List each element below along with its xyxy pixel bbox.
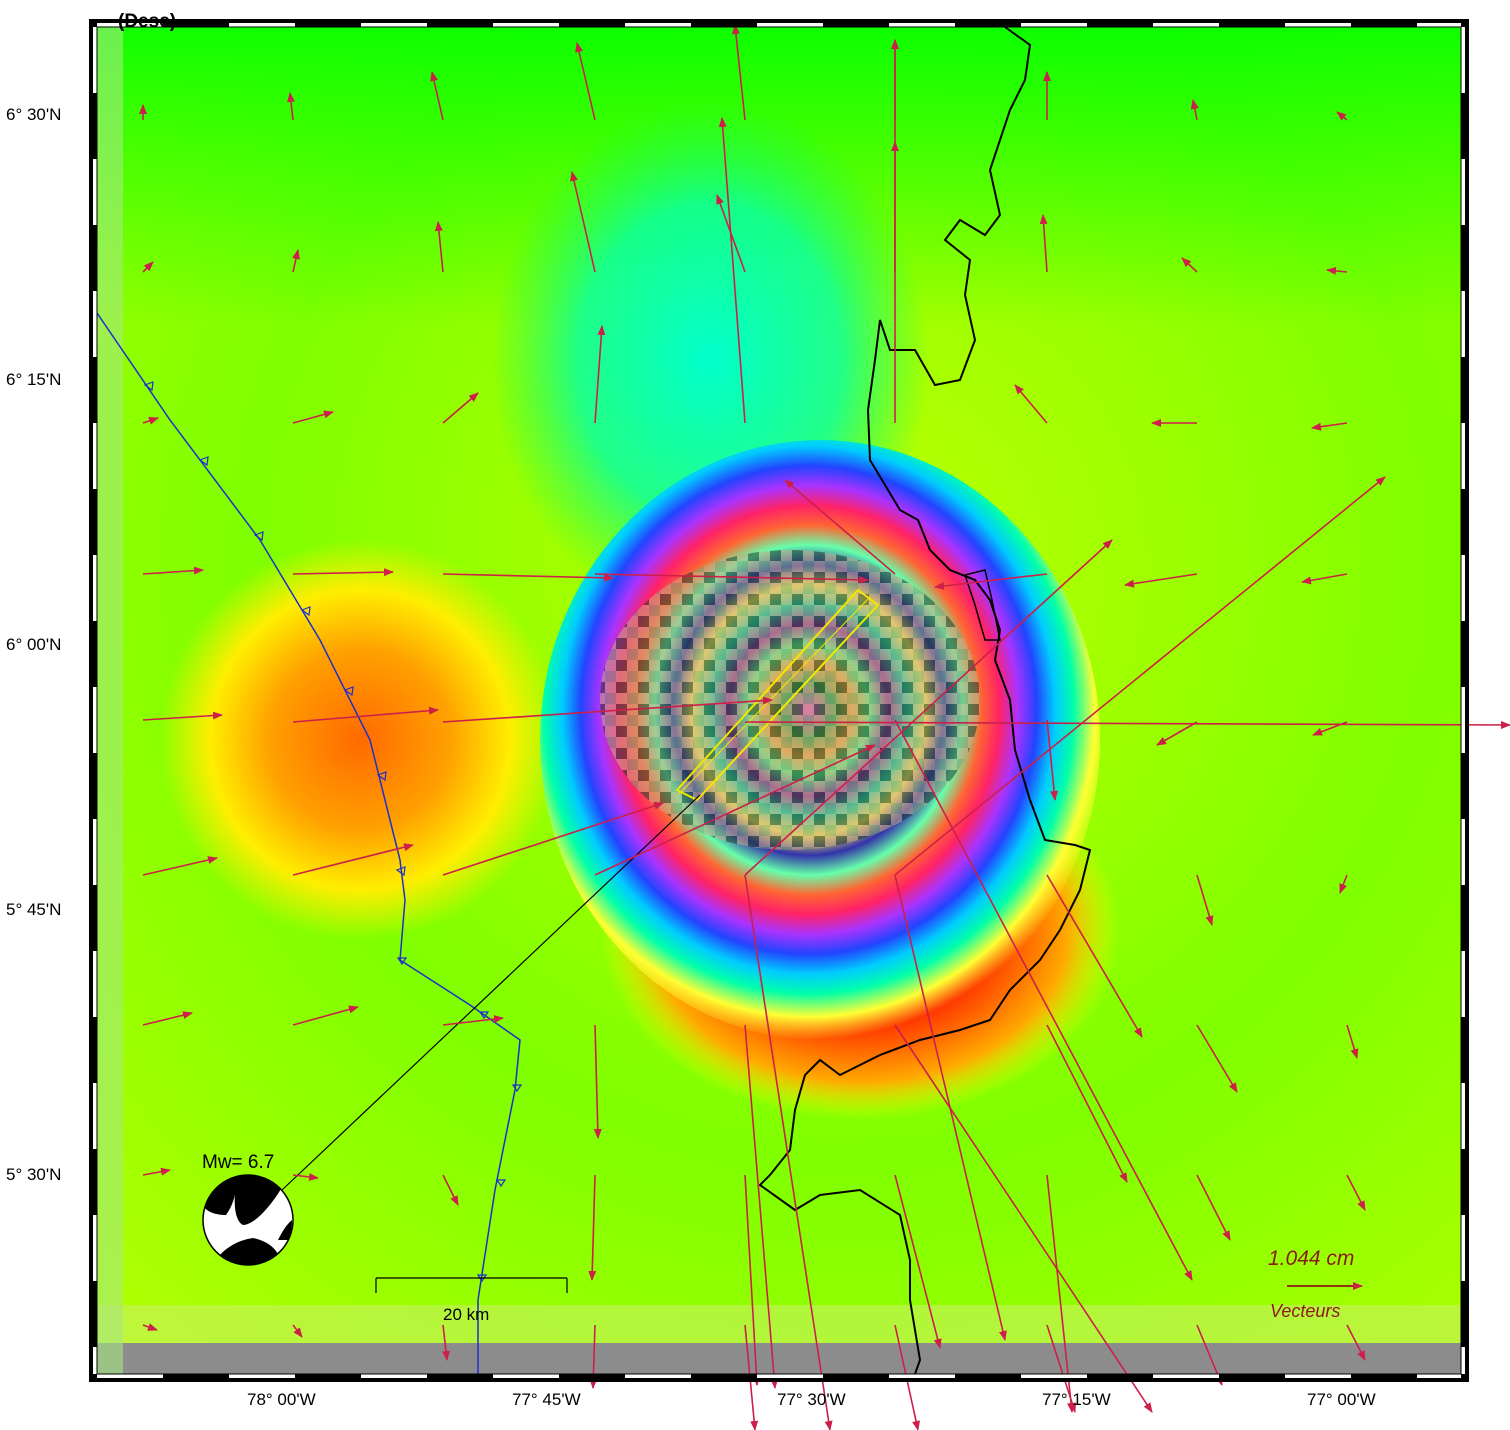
- displacement-vector: [1196, 874, 1214, 926]
- legend-value: 1.044 cm: [1268, 1247, 1354, 1270]
- displacement-vector: [442, 392, 479, 424]
- displacement-vector: [1346, 1174, 1366, 1211]
- magnitude-label: Mw= 6.7: [202, 1152, 274, 1173]
- lat-label: 5° 45'N: [6, 900, 61, 919]
- displacement-vector: [142, 1011, 193, 1026]
- displacement-vector: [442, 696, 773, 723]
- displacement-vector: [718, 117, 746, 424]
- displacement-vector: [142, 566, 204, 575]
- displacement-vector: [934, 573, 1048, 590]
- displacement-vector: [1346, 1024, 1359, 1059]
- displacement-vector: [894, 476, 1386, 876]
- displacement-vector: [142, 856, 218, 876]
- displacement-vector: [1346, 1324, 1366, 1361]
- displacement-vector: [593, 1024, 602, 1139]
- displacement-vector: [744, 720, 1510, 729]
- displacement-vector: [1046, 719, 1059, 801]
- lat-label: 6° 00'N: [6, 635, 61, 654]
- displacement-vector: [292, 843, 414, 876]
- displacement-vector: [1039, 214, 1048, 273]
- displacement-vector: [594, 325, 606, 424]
- fault-trace: [677, 596, 871, 796]
- displacement-vector: [292, 410, 334, 424]
- displacement-vector: [894, 874, 1007, 1341]
- displacement-vector: [292, 1172, 319, 1181]
- displacement-vector: [287, 92, 295, 121]
- displacement-vector: [1190, 99, 1199, 121]
- displacement-vectors: [139, 24, 1510, 1430]
- displacement-vector: [744, 874, 833, 1430]
- displacement-vector: [575, 42, 596, 121]
- displacement-vector: [1311, 422, 1348, 431]
- displacement-vector: [442, 1015, 504, 1026]
- trench-line: [96, 312, 521, 1374]
- displacement-vector: [1014, 384, 1048, 424]
- displacement-vector: [594, 573, 869, 584]
- displacement-vector: [1124, 573, 1198, 588]
- displacement-vector: [142, 711, 223, 721]
- displacement-vector: [1046, 1324, 1077, 1413]
- displacement-vector: [442, 573, 614, 582]
- displacement-vector: [894, 1024, 1153, 1413]
- displacement-vector: [142, 1323, 158, 1331]
- displacement-vector: [142, 1167, 171, 1176]
- displacement-vector: [430, 71, 444, 121]
- displacement-vector: [142, 261, 154, 273]
- displacement-vector: [292, 1324, 303, 1338]
- displacement-vector: [744, 1174, 761, 1386]
- scale-bar-label: 20 km: [443, 1305, 489, 1324]
- displacement-vector: [1196, 1024, 1238, 1093]
- lat-label: 6° 30'N: [6, 105, 61, 124]
- lat-label: 5° 30'N: [6, 1165, 61, 1184]
- displacement-vector: [1046, 1024, 1128, 1183]
- displacement-vector: [1181, 257, 1198, 273]
- displacement-vector: [1312, 721, 1348, 736]
- displacement-vector: [1336, 111, 1348, 121]
- displacement-vector: [442, 1324, 450, 1361]
- lon-label: 77° 45'W: [512, 1390, 581, 1409]
- displacement-vector: [292, 706, 439, 723]
- displacement-vector: [744, 1024, 779, 1389]
- displacement-vector: [784, 479, 896, 575]
- displacement-vector: [292, 1005, 359, 1026]
- displacement-field: [97, 27, 1461, 1374]
- map-frame: [89, 19, 1469, 1382]
- coast-island: [964, 569, 1001, 641]
- coastline: [758, 27, 1092, 1374]
- displacement-vector: [588, 1174, 597, 1281]
- displacement-vector: [1339, 874, 1348, 894]
- epicenter-link: [281, 794, 701, 1191]
- displacement-vector: [1196, 1174, 1231, 1241]
- displacement-vector: [570, 171, 596, 273]
- displacement-vector: [434, 221, 444, 273]
- lat-label: 6° 15'N: [6, 370, 61, 389]
- displacement-vector: [1156, 721, 1198, 746]
- displacement-vector: [142, 417, 159, 425]
- displacement-vector: [1046, 874, 1143, 1038]
- lon-label: 77° 30'W: [777, 1390, 846, 1409]
- displacement-vector: [292, 249, 300, 273]
- displacement-vector: [442, 801, 664, 876]
- displacement-vector: [1326, 266, 1348, 275]
- scale-bar: [375, 1277, 568, 1293]
- displacement-vector: [1301, 573, 1348, 585]
- displacement-vector: [292, 568, 394, 577]
- displacement-vector: [894, 1174, 942, 1349]
- displacement-vector: [594, 744, 876, 876]
- beachball-icon: [202, 1174, 294, 1266]
- lon-label: 78° 00'W: [247, 1390, 316, 1409]
- map-title: (Desc): [118, 11, 176, 32]
- displacement-vector: [1046, 1174, 1076, 1413]
- displacement-vector: [442, 1174, 459, 1206]
- legend-caption: Vecteurs: [1270, 1301, 1340, 1321]
- displacement-vector: [744, 539, 1113, 876]
- fault-plane: [675, 588, 880, 802]
- displacement-vector: [731, 24, 746, 121]
- lon-label: 77° 00'W: [1307, 1390, 1376, 1409]
- displacement-vector: [894, 719, 1193, 1281]
- lon-label: 77° 15'W: [1042, 1390, 1111, 1409]
